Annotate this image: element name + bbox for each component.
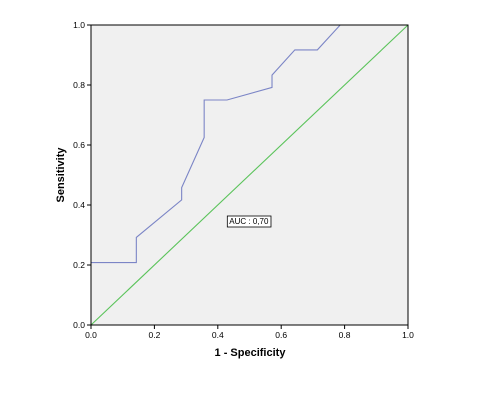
y-tick-label: 0.0 [73,320,85,330]
x-axis-title: 1 - Specificity [215,347,287,359]
x-tick-label: 1.0 [402,330,414,340]
x-tick-label: 0.8 [339,330,351,340]
y-tick-label: 0.2 [73,260,85,270]
x-tick-label: 0.6 [275,330,287,340]
y-tick-label: 0.4 [73,200,85,210]
annotation-layer: AUC : 0,70 [226,215,272,228]
roc-curve-line [91,24,408,264]
y-tick-label: 0.6 [73,140,85,150]
plot-frame [90,24,409,326]
auc-annotation-text: AUC : 0,70 [229,217,269,226]
y-tick-label: 1.0 [73,20,85,30]
reference-diagonal-line [90,24,409,326]
series-layer [90,24,409,326]
axis-layer: 0.0 0.2 0.4 0.6 0.8 1.0 0.0 0.2 0.4 0.6 0.8 1.0 [73,20,414,340]
x-tick-label: 0.4 [212,330,224,340]
y-tick-label: 0.8 [73,80,85,90]
x-tick-label: 0.0 [85,330,97,340]
x-tick-label: 0.2 [148,330,160,340]
auc-annotation-box [226,215,272,228]
auc-annotation: AUC : 0,70 [226,215,272,228]
y-axis-title: Sensitivity [55,147,67,203]
